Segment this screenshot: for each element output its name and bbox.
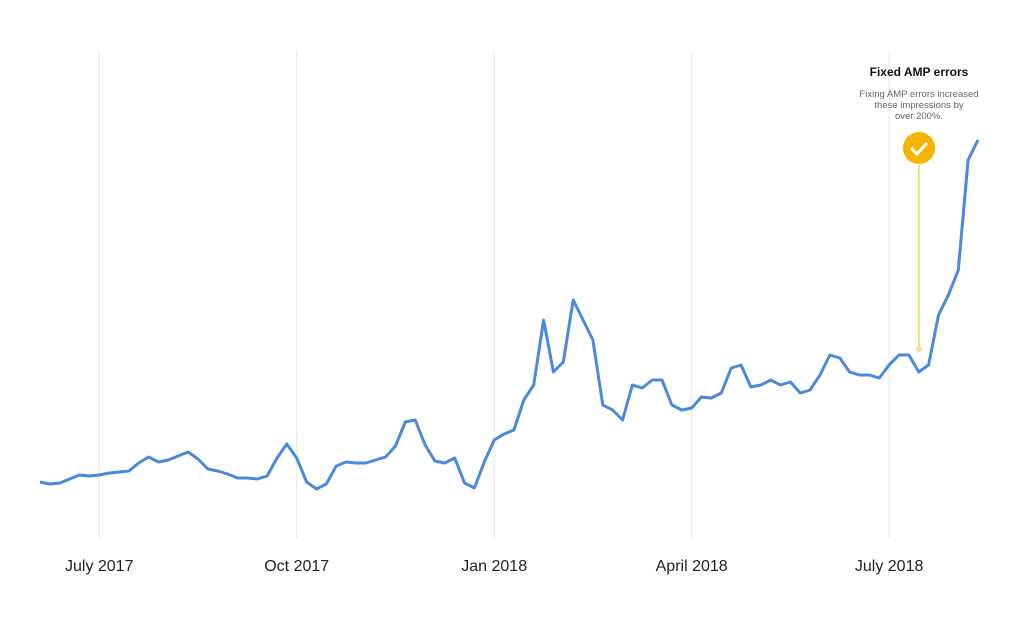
x-tick-label: April 2018 [656, 558, 728, 575]
annotation-badge [903, 132, 935, 164]
x-tick-label: Jan 2018 [461, 558, 527, 575]
annotation-text: Fixing AMP errors increased [859, 89, 978, 100]
check-icon [909, 141, 929, 157]
x-tick-label: July 2018 [855, 558, 924, 575]
annotation-title: Fixed AMP errors [870, 65, 969, 79]
annotation-text: over 200%. [895, 111, 943, 122]
x-tick-label: Oct 2017 [264, 558, 329, 575]
series-line [39, 139, 980, 491]
annotation-text: these impressions by [874, 100, 963, 111]
annotation-anchor [916, 346, 922, 352]
x-tick-label: July 2017 [65, 558, 134, 575]
